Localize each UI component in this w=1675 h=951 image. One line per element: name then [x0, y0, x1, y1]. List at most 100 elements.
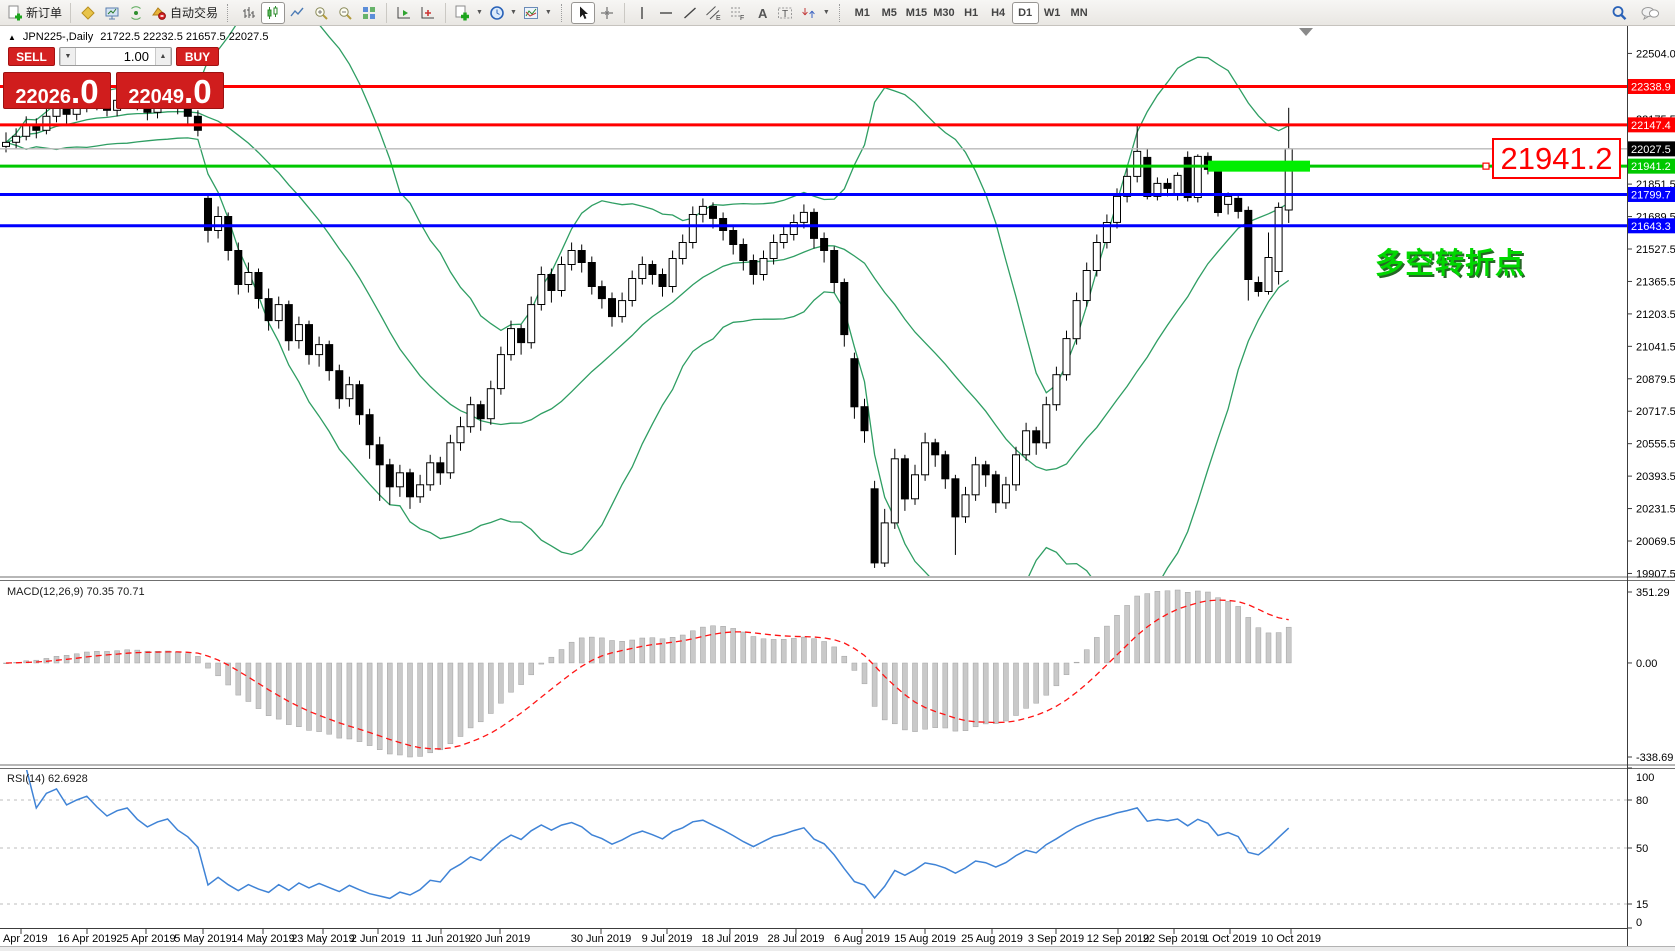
chart-shift-marker[interactable]	[1299, 28, 1313, 36]
candle-body	[1092, 242, 1101, 271]
fibonacci-button[interactable]: F	[726, 2, 750, 24]
macd-histogram-bar	[538, 662, 545, 665]
macd-histogram-bar	[316, 662, 322, 732]
chat-button[interactable]	[1637, 2, 1663, 24]
line-anchor-handle[interactable]	[1482, 162, 1490, 170]
macd-histogram-bar	[397, 662, 403, 756]
macd-histogram-bar	[427, 662, 433, 754]
timeframe-h1-button[interactable]: H1	[964, 6, 979, 19]
shapes-button[interactable]: ▼	[798, 2, 833, 24]
price-tick-label: 20231.5	[1636, 504, 1675, 516]
macd-histogram-bar	[488, 662, 494, 714]
profiles-button[interactable]: ▼	[486, 2, 520, 24]
volume-increase-button[interactable]: ▲	[155, 48, 171, 65]
window-bottom-edge	[0, 946, 1675, 951]
candle-body	[1102, 222, 1111, 243]
candle-body	[739, 244, 748, 261]
date-tick-label: 6 Aug 2019	[834, 933, 890, 945]
text-label-button[interactable]: T	[774, 2, 798, 24]
macd-histogram-bar	[376, 662, 383, 750]
price-badge-label: 22027.5	[1631, 144, 1671, 156]
signals-button[interactable]	[124, 2, 148, 24]
tile-windows-button[interactable]	[357, 2, 381, 24]
zoom-in-button[interactable]	[309, 2, 333, 24]
horizontal-line-button[interactable]	[654, 2, 678, 24]
line-chart-button[interactable]	[285, 2, 309, 24]
candle-body	[961, 494, 970, 518]
candle-body	[971, 464, 980, 496]
crosshair-button[interactable]	[595, 2, 619, 24]
timeframe-m1-button[interactable]: M1	[854, 6, 870, 19]
candle-body	[1234, 197, 1243, 212]
macd-histogram-bar	[1104, 625, 1110, 664]
macd-histogram-bar	[669, 637, 676, 664]
macd-histogram-bar	[982, 662, 989, 725]
macd-histogram-bar	[639, 637, 646, 664]
new-chart-button[interactable]: ▼	[451, 2, 486, 24]
zoom-out-button[interactable]	[333, 2, 357, 24]
timeframe-d1-button[interactable]: D1	[1011, 1, 1039, 24]
macd-histogram-bar	[195, 656, 201, 664]
timeframe-m30-button[interactable]: M30	[933, 6, 955, 19]
terminal-button[interactable]	[100, 2, 124, 24]
sell-price-button[interactable]: 22026 .0	[3, 72, 111, 109]
indicators-button[interactable]: ▼	[520, 2, 555, 24]
macd-histogram-bar	[286, 662, 292, 725]
highlight-zone-bar[interactable]	[1208, 160, 1310, 172]
date-tick-label: 16 Apr 2019	[57, 933, 116, 945]
timeframe-m5-button[interactable]: M5	[881, 6, 897, 19]
main-chart-area[interactable]	[2, 3, 1293, 628]
candle-body	[436, 462, 445, 474]
trendline-button[interactable]	[678, 2, 702, 24]
timeframe-mn-button[interactable]: MN	[1070, 6, 1088, 19]
date-tick-label: 30 Jun 2019	[571, 933, 632, 945]
timeframe-m15-button[interactable]: M15	[905, 6, 928, 19]
candle-body	[789, 222, 798, 235]
candle-body	[315, 344, 324, 356]
vertical-line-button[interactable]	[630, 2, 654, 24]
auto-scroll-button[interactable]	[392, 2, 416, 24]
timeframe-w1-button[interactable]: W1	[1043, 6, 1061, 19]
search-button[interactable]	[1607, 2, 1631, 24]
text-button[interactable]: A	[750, 2, 774, 24]
bar-chart-button[interactable]	[237, 2, 261, 24]
volume-value[interactable]: 1.00	[123, 49, 149, 64]
new-order-button[interactable]: 新订单	[4, 2, 65, 24]
macd-histogram-bar	[447, 662, 454, 744]
candle-body	[1254, 282, 1263, 292]
candle-body	[860, 406, 869, 432]
new-order-label: 新订单	[26, 6, 63, 20]
macd-axis-label: 351.29	[1636, 587, 1670, 599]
macd-histogram-bar	[649, 637, 656, 664]
price-line-badge	[1628, 186, 1675, 202]
svg-text:T: T	[782, 9, 788, 20]
autotrade-button[interactable]: 自动交易	[148, 2, 221, 24]
macd-histogram-bar	[205, 662, 211, 669]
candlestick-chart-button[interactable]	[261, 1, 286, 24]
channel-button[interactable]: E	[702, 2, 726, 24]
turning-point-annotation[interactable]: 多空转折点	[1375, 248, 1526, 280]
cursor-button[interactable]	[570, 1, 595, 24]
candle-body	[1214, 164, 1222, 213]
candle-body	[830, 250, 839, 283]
candle-body	[446, 442, 455, 474]
volume-decrease-button[interactable]: ▼	[60, 48, 76, 65]
macd-histogram-bar	[831, 646, 837, 664]
auto-scroll-icon	[397, 6, 411, 18]
macd-histogram-bar	[215, 662, 221, 677]
collapse-triangle-icon[interactable]: ▲	[8, 32, 16, 42]
buy-price-button[interactable]: 22049 .0	[116, 72, 224, 109]
timeframe-h4-button[interactable]: H4	[991, 6, 1006, 19]
highlight-price-flag[interactable]: 21941.2	[1492, 138, 1621, 179]
candle-body	[729, 230, 738, 245]
rsi-axis-label: 0	[1636, 917, 1642, 929]
candle-body	[597, 286, 606, 300]
sell-button[interactable]: SELL	[8, 47, 55, 66]
price-line-badge	[1628, 158, 1675, 174]
market-watch-button[interactable]	[76, 2, 100, 24]
chart-shift-button[interactable]	[416, 2, 440, 24]
buy-button[interactable]: BUY	[176, 47, 219, 66]
date-tick-label: 25 Aug 2019	[961, 933, 1023, 945]
price-line-badge	[1628, 141, 1675, 157]
